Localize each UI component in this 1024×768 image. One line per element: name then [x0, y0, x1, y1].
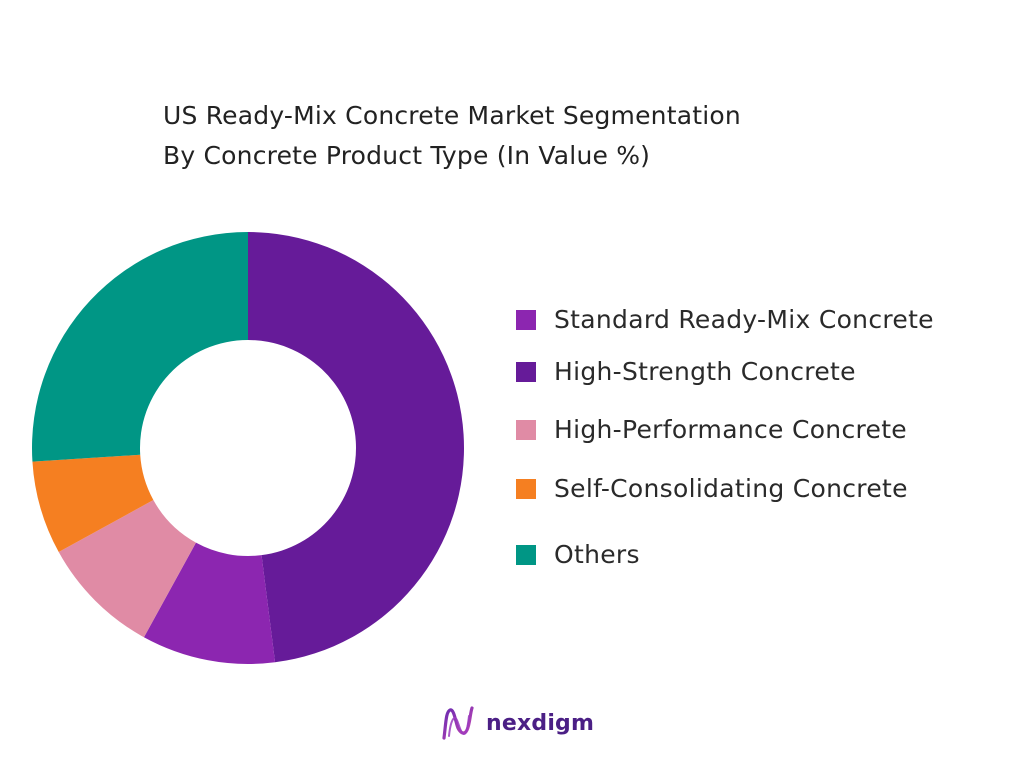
donut-slice-others	[32, 232, 248, 462]
logo-text: nexdigm	[486, 710, 595, 736]
donut-slice-high-strength-concrete	[248, 231, 465, 663]
legend-swatch	[516, 309, 536, 330]
brand-logo: nexdigm	[440, 704, 594, 742]
chart-title-line-2: By Concrete Product Type (In Value %)	[163, 141, 651, 170]
nexdigm-logo-icon	[442, 706, 474, 740]
legend-label: Standard Ready-Mix Concrete	[554, 305, 934, 334]
donut-slice-self-consolidating-concrete	[32, 454, 154, 553]
legend-item-standard-ready-mix: Standard Ready-Mix Concrete	[516, 305, 934, 334]
legend-swatch	[516, 361, 536, 382]
chart-title: US Ready-Mix Concrete Market Segmentatio…	[163, 96, 741, 176]
donut-slice-high-performance-concrete	[58, 500, 196, 638]
legend-item-high-strength: High-Strength Concrete	[516, 357, 856, 386]
legend-item-high-performance: High-Performance Concrete	[516, 415, 907, 444]
legend-label: Others	[554, 540, 640, 569]
legend-item-others: Others	[516, 540, 640, 569]
legend-label: High-Performance Concrete	[554, 415, 907, 444]
legend-swatch	[516, 478, 536, 499]
legend-swatch	[516, 544, 536, 565]
chart-title-line-1: US Ready-Mix Concrete Market Segmentatio…	[163, 101, 741, 130]
legend-item-self-consolidating: Self-Consolidating Concrete	[516, 474, 908, 503]
legend-label: High-Strength Concrete	[554, 357, 856, 386]
legend-label: Self-Consolidating Concrete	[554, 474, 908, 503]
legend-swatch	[516, 419, 536, 440]
donut-slice-standard-ready-mix-concrete	[143, 542, 276, 664]
